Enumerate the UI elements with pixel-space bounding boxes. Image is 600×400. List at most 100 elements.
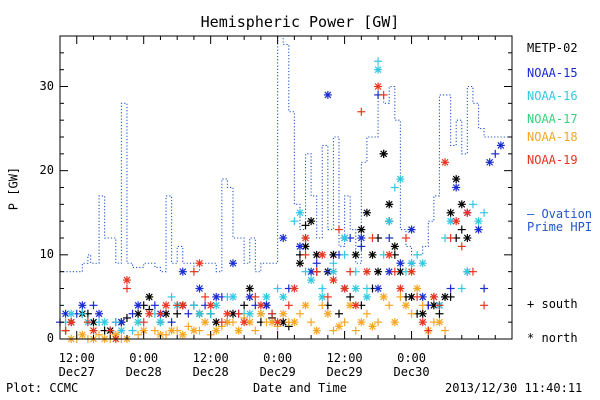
point-south-noaa-18 (407, 309, 416, 318)
point-north-noaa-19 (256, 301, 265, 310)
point-north-noaa-16 (262, 292, 271, 301)
point-north-metp-02 (362, 208, 371, 217)
legend-item-noaa-15: NOAA-15 (527, 66, 578, 80)
point-north-noaa-19 (362, 267, 371, 276)
legend-marker-south-label: south (541, 297, 578, 311)
y-tick-label: 0 (46, 331, 54, 345)
point-north-noaa-18 (256, 309, 265, 318)
point-north-noaa-18 (346, 301, 355, 310)
point-south-metp-02 (173, 309, 182, 318)
point-north-noaa-15 (178, 267, 187, 276)
point-south-noaa-19 (335, 225, 344, 234)
point-south-metp-02 (301, 221, 310, 230)
point-north-noaa-19 (385, 250, 394, 259)
point-north-noaa-18 (435, 318, 444, 327)
point-south-noaa-19 (268, 309, 277, 318)
point-north-noaa-19 (273, 318, 282, 327)
x-tick-sublabel: Dec29 (326, 365, 363, 379)
point-north-metp-02 (379, 149, 388, 158)
point-north-noaa-18 (368, 322, 377, 331)
point-south-noaa-15 (184, 309, 193, 318)
point-south-noaa-18 (251, 326, 260, 335)
y-tick-label: 30 (39, 78, 54, 93)
point-south-noaa-15 (167, 318, 176, 327)
point-north-noaa-18 (413, 284, 422, 293)
point-south-metp-02 (435, 309, 444, 318)
point-north-noaa-19 (340, 284, 349, 293)
point-south-noaa-16 (111, 318, 120, 327)
point-north-noaa-16 (329, 267, 338, 276)
legend-item-noaa-17: NOAA-17 (527, 112, 578, 126)
point-north-noaa-19 (407, 267, 416, 276)
point-south-noaa-18 (329, 326, 338, 335)
point-south-metp-02 (240, 301, 249, 310)
point-south-noaa-16 (362, 284, 371, 293)
point-north-noaa-18 (357, 318, 366, 327)
x-tick-sublabel: Dec28 (192, 365, 229, 379)
point-south-noaa-19 (301, 250, 310, 259)
point-north-noaa-18 (212, 326, 221, 335)
point-north-noaa-16 (245, 309, 254, 318)
x-tick-label: 0:00 (129, 351, 159, 365)
point-north-noaa-19 (67, 318, 76, 327)
chart-title: Hemispheric Power [GW] (200, 13, 400, 31)
point-south-noaa-18 (418, 301, 427, 310)
point-north-noaa-16 (156, 318, 165, 327)
point-north-noaa-16 (374, 65, 383, 74)
point-south-noaa-19 (357, 107, 366, 116)
point-south-noaa-19 (139, 318, 148, 327)
point-south-noaa-19 (83, 318, 92, 327)
point-south-noaa-15 (89, 301, 98, 310)
point-north-metp-02 (452, 175, 461, 184)
x-tick-label: 0:00 (397, 351, 426, 365)
point-north-noaa-19 (122, 276, 131, 285)
point-north-noaa-18 (401, 301, 410, 310)
point-south-noaa-19 (401, 234, 410, 242)
point-north-metp-02 (295, 259, 304, 268)
point-south-metp-02 (335, 309, 344, 318)
point-south-noaa-15 (128, 309, 137, 318)
point-north-noaa-18 (312, 326, 321, 335)
point-south-noaa-18 (374, 318, 383, 327)
y-axis-label: P [GW] (6, 166, 21, 211)
point-north-metp-02 (463, 234, 472, 242)
point-north-metp-02 (357, 225, 366, 234)
legend-ovation-line2: Prime HPI (527, 220, 593, 234)
point-south-noaa-19 (251, 292, 260, 301)
point-south-noaa-18 (351, 326, 360, 335)
point-south-noaa-19 (368, 234, 377, 242)
point-north-noaa-19 (223, 309, 232, 318)
point-south-noaa-15 (385, 234, 394, 242)
point-north-noaa-19 (441, 158, 450, 167)
footer-plot-credit: Plot: CCMC (6, 381, 79, 395)
point-south-noaa-19 (468, 267, 477, 276)
point-north-noaa-16 (279, 292, 288, 301)
point-north-noaa-15 (212, 292, 221, 301)
point-north-noaa-16 (117, 326, 126, 335)
point-north-noaa-18 (234, 326, 243, 335)
point-north-noaa-15 (407, 225, 416, 234)
point-south-noaa-16 (457, 284, 466, 293)
point-north-noaa-15 (262, 301, 271, 310)
x-tick-label: 12:00 (58, 351, 95, 365)
point-south-noaa-16 (374, 57, 383, 66)
point-south-metp-02 (122, 313, 131, 322)
point-south-noaa-18 (295, 309, 304, 318)
point-south-noaa-19 (156, 309, 165, 318)
point-south-noaa-18 (150, 326, 159, 335)
point-south-noaa-19 (217, 318, 226, 327)
legend-item-noaa-16: NOAA-16 (527, 89, 578, 103)
point-north-noaa-15 (396, 259, 405, 268)
y-tick-label: 20 (39, 162, 54, 177)
point-north-noaa-15 (95, 309, 104, 318)
point-south-noaa-18 (134, 330, 143, 339)
point-north-noaa-16 (195, 309, 204, 318)
point-north-noaa-19 (429, 292, 438, 301)
point-north-noaa-19 (301, 234, 310, 242)
point-north-noaa-16 (228, 292, 237, 301)
point-south-noaa-16 (290, 217, 299, 226)
point-south-noaa-16 (340, 250, 349, 259)
point-north-noaa-18 (323, 309, 332, 318)
point-south-noaa-16 (167, 292, 176, 301)
point-north-noaa-18 (201, 318, 210, 327)
